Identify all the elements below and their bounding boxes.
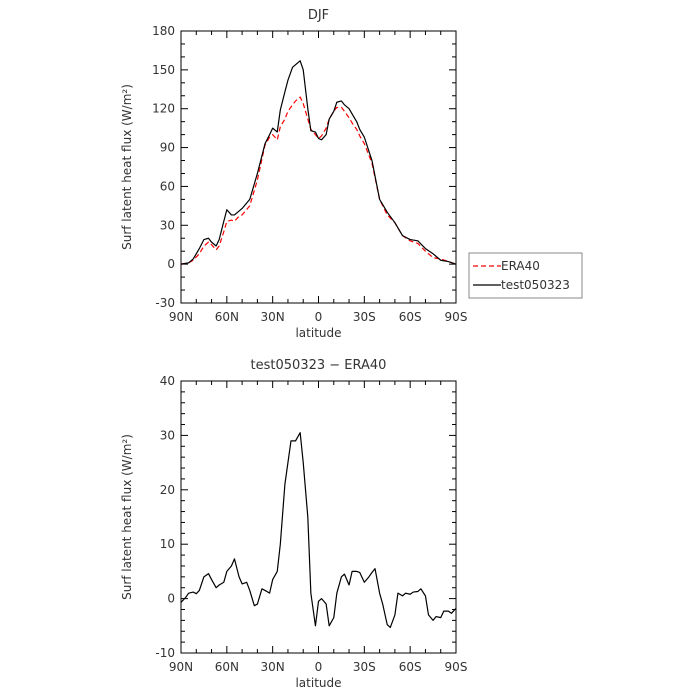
x-tick-label: 30S [353,660,376,674]
y-tick-label: 10 [160,537,175,551]
x-tick-label: 90S [445,660,468,674]
legend: ERA40 test050323 [468,252,583,299]
x-tick-label: 30N [261,660,285,674]
x-tick-label: 30S [353,310,376,324]
y-tick-label: 20 [160,483,175,497]
chart-panel-1: DJF -30 0 30 60 90 120 150 180 90N 60N 30N 0 30S 60S 90… [120,8,583,340]
chart-title: DJF [308,8,329,23]
y-tick-label: 120 [152,102,175,116]
y-tick-label: 150 [152,63,175,77]
series-line-2 [180,60,457,265]
x-axis-label: latitude [295,326,341,340]
series-line-1 [180,432,457,629]
y-tick-label: 60 [160,179,175,193]
plot-frame [180,380,457,654]
y-tick-label: -10 [155,646,175,660]
legend-label: ERA40 [501,259,540,273]
y-axis-label: Surf latent heat flux (W/m²) [120,434,134,600]
x-tick-label: 90S [445,310,468,324]
series-line-1 [180,96,457,265]
y-tick-label: 40 [160,374,175,388]
y-tick-label: 30 [160,428,175,442]
plot-frame [180,30,457,304]
legend-label: test050323 [501,278,570,292]
chart-title: test050323 − ERA40 [251,358,387,373]
y-tick-label: 90 [160,141,175,155]
y-tick-label: 30 [160,218,175,232]
chart-panel-2: test050323 − ERA40 -10 0 10 20 30 40 90N 60N 30N 0… [120,358,467,690]
x-axis-label: latitude [295,676,341,690]
y-tick-label: 0 [167,257,175,271]
y-axis-label: Surf latent heat flux (W/m²) [120,84,134,250]
x-tick-label: 90N [169,660,193,674]
x-tick-label: 60S [399,310,422,324]
y-tick-label: -30 [155,296,175,310]
y-tick-label: 180 [152,24,175,38]
y-tick-label: 0 [167,592,175,606]
x-tick-label: 60S [399,660,422,674]
x-tick-label: 90N [169,310,193,324]
x-tick-label: 30N [261,310,285,324]
legend-box [468,252,583,299]
x-tick-label: 0 [315,660,323,674]
x-tick-label: 60N [215,660,239,674]
x-tick-label: 60N [215,310,239,324]
x-tick-label: 0 [315,310,323,324]
